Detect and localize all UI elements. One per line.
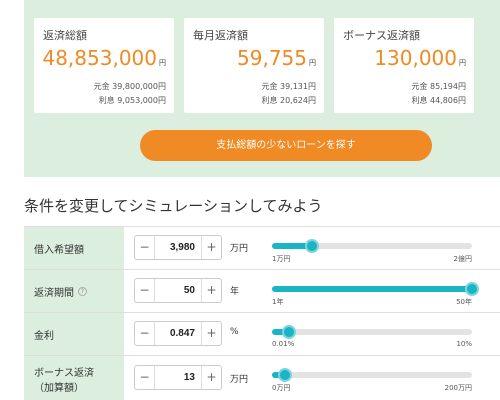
decrement-button[interactable]: − (135, 322, 155, 345)
slider-thumb[interactable] (282, 325, 296, 339)
slider-fill (272, 243, 312, 249)
simulation-row: ボーナス返済（加算額） − + 万円 0万円 200万円 (24, 356, 500, 400)
unit-label: % (230, 327, 239, 337)
simulation-row: 金利 − + % 0.01% 10% (24, 313, 500, 356)
increment-button[interactable]: + (201, 236, 221, 259)
value-input[interactable] (156, 236, 200, 259)
value-input[interactable] (156, 279, 200, 302)
card-title: 返済総額 (43, 29, 87, 42)
interest-text: 利息 20,624円 (261, 96, 316, 105)
unit-label: 万円 (230, 244, 249, 254)
row-label: 金利 (24, 313, 124, 355)
interest-text: 利息 9,053,000円 (98, 96, 166, 105)
monthly-repayment-card: 毎月返済額 59,755 円 元金 39,131円 利息 20,624円 (184, 18, 324, 113)
range-slider[interactable]: 1万円 2億円 (272, 239, 472, 263)
value-input[interactable] (156, 366, 200, 389)
range-slider[interactable]: 1年 50年 (272, 282, 479, 306)
increment-button[interactable]: + (201, 366, 221, 389)
slider-fill (272, 329, 289, 335)
card-title: ボーナス返済額 (343, 29, 420, 42)
simulation-row: 返済期間? − + 年 1年 50年 (24, 270, 500, 313)
slider-max-label: 10% (456, 340, 472, 348)
interest-text: 利息 44,806円 (411, 96, 466, 105)
card-amount: 130,000 円 (374, 46, 466, 70)
total-repayment-card: 返済総額 48,853,000 円 元金 39,800,000円 利息 9,053… (34, 18, 174, 113)
slider-max-label: 50年 (456, 298, 472, 306)
slider-thumb[interactable] (305, 239, 319, 253)
simulation-table: 借入希望額 − + 万円 1万円 2億円 返済期間? − + 年 (24, 226, 500, 400)
unit-label: 年 (230, 287, 240, 297)
decrement-button[interactable]: − (135, 366, 155, 389)
value-stepper: − + (134, 321, 222, 346)
row-label: 借入希望額 (24, 227, 124, 269)
slider-max-label: 200万円 (444, 384, 472, 392)
slider-thumb[interactable] (278, 368, 292, 382)
loan-summary-panel: 返済総額 48,853,000 円 元金 39,800,000円 利息 9,053… (24, 0, 500, 177)
slider-min-label: 0万円 (272, 384, 291, 392)
value-stepper: − + (134, 235, 222, 260)
range-slider[interactable]: 0.01% 10% (272, 325, 472, 348)
principal-text: 元金 39,131円 (261, 82, 316, 91)
value-stepper: − + (134, 365, 222, 390)
card-amount: 59,755 円 (237, 46, 316, 70)
increment-button[interactable]: + (201, 279, 221, 302)
slider-max-label: 2億円 (453, 255, 472, 263)
card-amount: 48,853,000 円 (42, 46, 166, 70)
row-label: 返済期間? (24, 270, 124, 312)
increment-button[interactable]: + (201, 322, 221, 345)
value-input[interactable] (156, 322, 200, 345)
unit-label: 万円 (230, 375, 249, 385)
simulation-heading: 条件を変更してシミュレーションしてみよう (24, 197, 323, 215)
slider-min-label: 1万円 (272, 255, 291, 263)
principal-text: 元金 39,800,000円 (93, 82, 166, 91)
slider-min-label: 1年 (272, 298, 284, 306)
bonus-repayment-card: ボーナス返済額 130,000 円 元金 85,194円 利息 44,806円 (334, 18, 474, 113)
decrement-button[interactable]: − (135, 279, 155, 302)
simulation-row: 借入希望額 − + 万円 1万円 2億円 (24, 227, 500, 270)
range-slider[interactable]: 0万円 200万円 (272, 368, 472, 392)
find-cheaper-loan-button[interactable]: 支払総額の少ないローンを探す (140, 130, 432, 161)
slider-fill (272, 286, 472, 292)
value-stepper: − + (134, 278, 222, 303)
slider-min-label: 0.01% (272, 340, 295, 348)
card-title: 毎月返済額 (193, 29, 248, 42)
slider-thumb[interactable] (465, 282, 479, 296)
decrement-button[interactable]: − (135, 236, 155, 259)
row-label: ボーナス返済 （加算額） (24, 356, 124, 400)
help-icon[interactable]: ? (78, 286, 87, 296)
principal-text: 元金 85,194円 (411, 82, 466, 91)
